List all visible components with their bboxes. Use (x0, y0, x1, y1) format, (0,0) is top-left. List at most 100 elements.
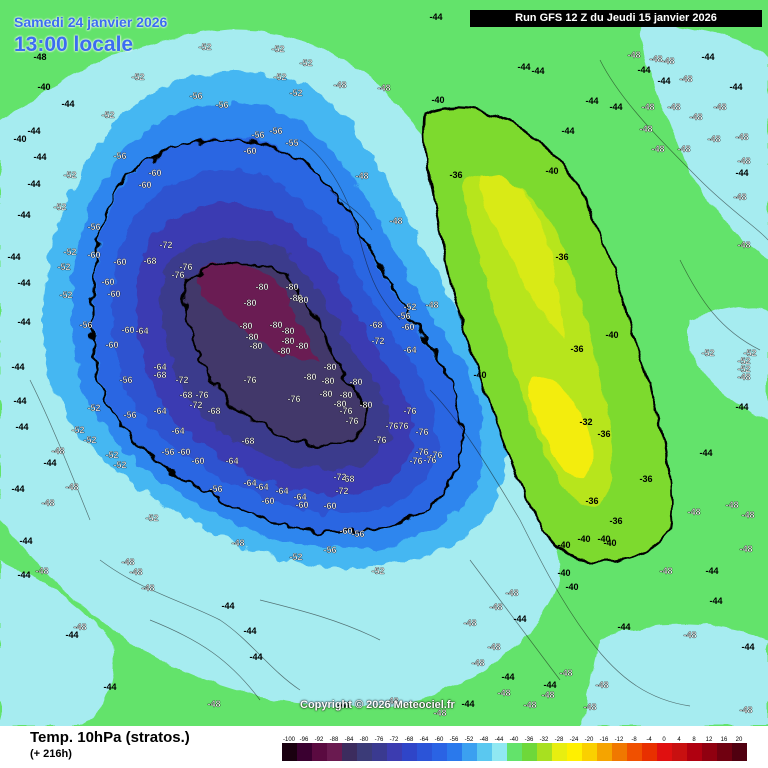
temperature-label: -52 (299, 58, 312, 68)
scale-swatch (462, 743, 477, 761)
temperature-label: -60 (191, 456, 204, 466)
temperature-label: -56 (269, 126, 282, 136)
temperature-label: -52 (371, 566, 384, 576)
temperature-label: -48 (505, 588, 518, 598)
scale-swatch (432, 743, 447, 761)
temperature-label: -36 (639, 474, 652, 484)
scale-tick-label: 8 (692, 737, 696, 743)
temperature-label: -44 (609, 102, 622, 112)
temperature-label: -76 (415, 427, 428, 437)
scale-tick-label: 0 (662, 737, 666, 743)
temperature-label: -36 (570, 344, 583, 354)
temperature-label: -36 (597, 429, 610, 439)
temperature-label: -68 (241, 436, 254, 446)
temperature-label: -80 (281, 336, 294, 346)
temperature-label: -60 (107, 289, 120, 299)
scale-swatch (477, 743, 492, 761)
temperature-label: -52 (71, 425, 84, 435)
scale-swatch (642, 743, 657, 761)
scale-tick-label: 20 (736, 737, 743, 743)
temperature-label: -48 (377, 83, 390, 93)
temperature-label: -44 (461, 699, 474, 709)
temperature-label: -55 (285, 138, 298, 148)
temperature-label: -80 (319, 389, 332, 399)
temperature-label: -36 (449, 170, 462, 180)
scale-tick-label: -4 (646, 737, 652, 743)
scale-tick-label: -40 (510, 737, 519, 743)
temperature-label: -80 (349, 377, 362, 387)
temperature-label: -80 (333, 399, 346, 409)
temperature-label: -52 (145, 513, 158, 523)
temperature-label: -60 (121, 325, 134, 335)
lead-time: (+ 216h) (30, 748, 72, 760)
temperature-label: -52 (701, 348, 714, 358)
scale-tick-label: -16 (600, 737, 609, 743)
scale-swatch (312, 743, 327, 761)
temperature-label: -32 (579, 417, 592, 427)
temperature-label: -64 (275, 486, 288, 496)
scale-swatch (387, 743, 402, 761)
temperature-label: -40 (557, 540, 570, 550)
temperature-label: -48 (583, 702, 596, 712)
temperature-label: -48 (559, 668, 572, 678)
temperature-label: -72 (189, 400, 202, 410)
temperature-label: -60 (323, 501, 336, 511)
temperature-label: -44 (585, 96, 598, 106)
temperature-label: -56 (215, 100, 228, 110)
temperature-label: -80 (323, 362, 336, 372)
temperature-label: -52 (105, 450, 118, 460)
temperature-label: -72 (333, 472, 346, 482)
temperature-label: -80 (281, 326, 294, 336)
temperature-label: -48 (651, 144, 664, 154)
scale-tick-label: -12 (615, 737, 624, 743)
temperature-label: -48 (389, 216, 402, 226)
temperature-label: -40 (13, 134, 26, 144)
temperature-label: -76 (395, 421, 408, 431)
scale-swatch (717, 743, 732, 761)
temperature-label: -48 (523, 700, 536, 710)
temperature-label: -48 (425, 300, 438, 310)
scale-tick-label: 16 (721, 737, 728, 743)
scale-swatch (492, 743, 507, 761)
temperature-label: -44 (709, 596, 722, 606)
scale-tick-label: -48 (480, 737, 489, 743)
temperature-label: -48 (487, 642, 500, 652)
temperature-label: -60 (261, 496, 274, 506)
temperature-label: -52 (273, 72, 286, 82)
temperature-label: -56 (123, 410, 136, 420)
temperature-label: -52 (101, 110, 114, 120)
temperature-label: -56 (351, 529, 364, 539)
temperature-label: -48 (741, 510, 754, 520)
temperature-label: -76 (171, 270, 184, 280)
temperature-label: -48 (735, 132, 748, 142)
temperature-label: -80 (243, 298, 256, 308)
temperature-label: -44 (701, 52, 714, 62)
scale-swatch (342, 743, 357, 761)
temperature-label: -48 (687, 507, 700, 517)
temperature-label: -40 (603, 538, 616, 548)
temperature-label: -40 (545, 166, 558, 176)
temperature-label: -52 (289, 552, 302, 562)
temperature-label: -44 (17, 210, 30, 220)
temperature-label: -36 (555, 252, 568, 262)
temperature-label: -80 (255, 282, 268, 292)
temperature-label: -48 (661, 56, 674, 66)
forecast-date: Samedi 24 janvier 2026 (14, 14, 167, 30)
temperature-label: -44 (543, 680, 556, 690)
temperature-label: -52 (87, 403, 100, 413)
temperature-label: -80 (295, 295, 308, 305)
scale-swatch (507, 743, 522, 761)
temperature-label: -68 (207, 406, 220, 416)
scale-swatch (357, 743, 372, 761)
temperature-label: -76 (195, 390, 208, 400)
temperature-label: -48 (677, 144, 690, 154)
temperature-label: -48 (639, 124, 652, 134)
temperature-label: -44 (705, 566, 718, 576)
scale-swatch (417, 743, 432, 761)
scale-tick-label: -92 (315, 737, 324, 743)
temperature-label: -40 (473, 370, 486, 380)
scale-swatch (282, 743, 297, 761)
scale-swatch (732, 743, 747, 761)
temperature-label: -72 (175, 375, 188, 385)
scale-tick-label: -56 (450, 737, 459, 743)
